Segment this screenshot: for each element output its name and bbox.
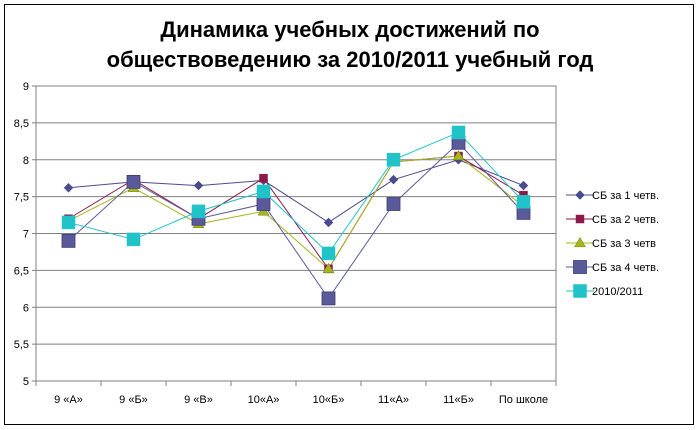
y-tick-label: 9 xyxy=(23,81,29,93)
chart-title-line-2: обществоведению за 2010/2011 учебный год xyxy=(106,47,594,72)
data-point-series-5 xyxy=(126,232,141,247)
series-line-4 xyxy=(68,142,524,300)
x-tick-label: 10«Б» xyxy=(313,394,345,406)
x-tick-label: 9 «А» xyxy=(54,394,83,406)
y-tick-label: 6,5 xyxy=(14,265,29,277)
data-point-series-5 xyxy=(516,195,531,209)
data-point-series-5 xyxy=(386,153,401,167)
legend-label: СБ за 2 четв. xyxy=(592,214,659,226)
data-point-series-5 xyxy=(191,204,206,219)
data-point-series-1 xyxy=(518,180,529,191)
data-point-series-5 xyxy=(451,125,466,140)
legend-marker xyxy=(573,260,587,274)
data-point-series-5 xyxy=(61,215,76,230)
x-tick-label: 9 «В» xyxy=(184,394,213,406)
legend-marker xyxy=(575,190,585,200)
y-tick-label: 5,5 xyxy=(14,339,29,351)
legend-label: СБ за 1 четв. xyxy=(592,190,659,202)
data-point-series-4 xyxy=(61,233,76,248)
y-tick-label: 7,5 xyxy=(14,192,29,204)
x-tick-label: 11«А» xyxy=(378,394,409,406)
series-line-5 xyxy=(68,131,524,255)
legend-label: СБ за 4 четв. xyxy=(592,262,659,274)
x-tick-label: 10«А» xyxy=(248,394,280,406)
chart-title-line-1: Динамика учебных достижений по xyxy=(160,17,540,42)
y-tick-label: 8 xyxy=(23,155,29,167)
data-point-series-2 xyxy=(259,173,268,183)
legend-marker xyxy=(575,214,585,224)
data-point-series-1 xyxy=(63,182,74,193)
data-point-series-1 xyxy=(388,174,399,185)
data-point-series-3 xyxy=(452,150,465,161)
data-point-series-4 xyxy=(126,174,141,189)
y-tick-label: 6 xyxy=(23,302,29,314)
data-point-series-1 xyxy=(193,180,204,191)
x-tick-label: 11«Б» xyxy=(443,394,474,406)
x-tick-label: По школе xyxy=(499,394,548,406)
legend-marker xyxy=(574,237,586,248)
data-point-series-4 xyxy=(321,291,336,306)
x-tick-label: 9 «Б» xyxy=(119,394,148,406)
data-point-series-3 xyxy=(322,262,335,273)
series-line-1 xyxy=(68,159,524,224)
legend-marker xyxy=(573,284,587,298)
chart-title: Динамика учебных достижений по обществов… xyxy=(5,15,695,75)
data-point-series-4 xyxy=(386,197,401,211)
data-point-series-4 xyxy=(256,197,271,211)
y-tick-label: 5 xyxy=(23,376,29,388)
legend-label: 2010/2011 xyxy=(592,286,643,298)
data-point-series-1 xyxy=(323,217,334,228)
data-point-series-5 xyxy=(256,184,271,199)
y-tick-label: 7 xyxy=(23,229,29,241)
legend-label: СБ за 3 четв xyxy=(592,238,656,250)
data-point-series-5 xyxy=(321,246,336,261)
y-tick-label: 8,5 xyxy=(14,118,29,130)
series-line-3 xyxy=(68,155,524,270)
